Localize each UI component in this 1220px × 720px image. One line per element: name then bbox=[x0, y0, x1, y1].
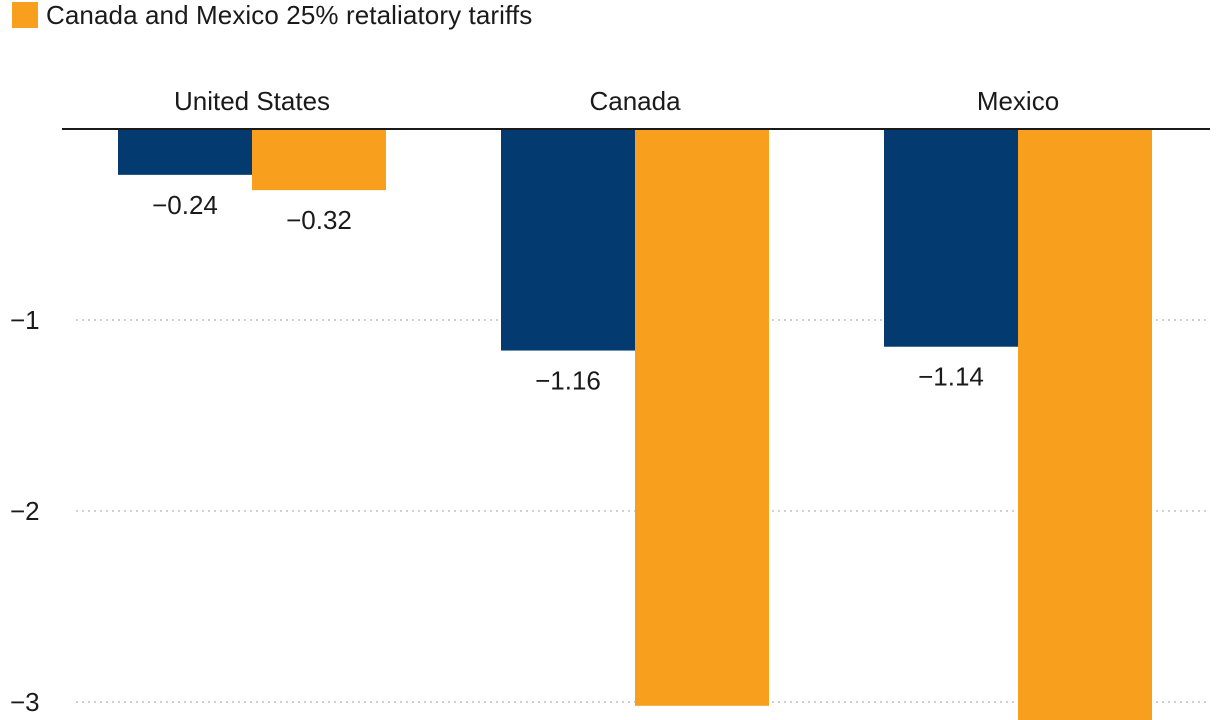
bar bbox=[501, 129, 635, 351]
bar bbox=[884, 129, 1018, 347]
bar bbox=[118, 129, 252, 175]
data-label: −1.14 bbox=[918, 362, 984, 392]
legend: Canada and Mexico 25% retaliatory tariff… bbox=[12, 0, 532, 30]
x-category-label: Mexico bbox=[977, 86, 1059, 116]
data-label: −0.32 bbox=[286, 205, 352, 235]
bar bbox=[1018, 129, 1152, 720]
data-label: −1.16 bbox=[535, 366, 601, 396]
y-tick-label: −1 bbox=[10, 305, 40, 335]
x-category-label: Canada bbox=[589, 86, 681, 116]
bar bbox=[635, 129, 769, 706]
legend-label-retaliatory-tariffs: Canada and Mexico 25% retaliatory tariff… bbox=[46, 0, 533, 30]
data-label: −0.24 bbox=[152, 190, 218, 220]
bar bbox=[252, 129, 386, 191]
y-tick-label: −3 bbox=[10, 687, 40, 717]
legend-swatch-retaliatory-tariffs bbox=[12, 2, 38, 28]
y-tick-label: −2 bbox=[10, 496, 40, 526]
x-category-label: United States bbox=[174, 86, 330, 116]
